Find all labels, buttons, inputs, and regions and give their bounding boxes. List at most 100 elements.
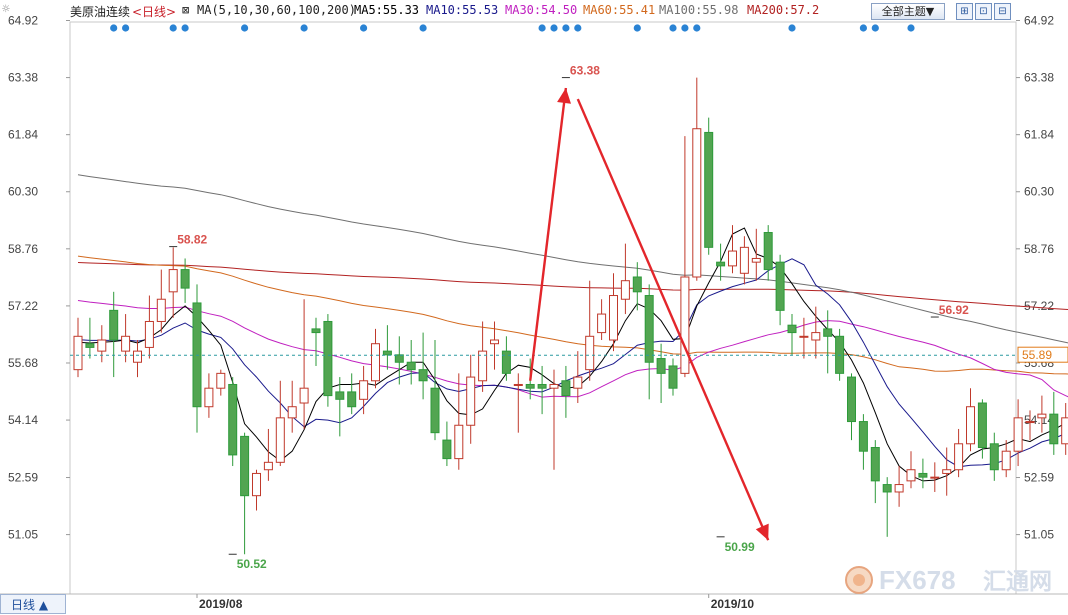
y-tick-label-left: 57.22 [8, 299, 38, 313]
candle-body [335, 391, 345, 400]
candle-body [204, 387, 214, 408]
candle-body [299, 387, 309, 404]
event-marker-dot [574, 24, 582, 32]
y-tick-label-right: 64.92 [1024, 14, 1054, 28]
candle-body [1061, 417, 1068, 445]
candle-body [228, 383, 238, 456]
candle-body [144, 320, 154, 348]
low-annotation: 50.52 [237, 557, 267, 571]
y-tick-label-left: 63.38 [8, 71, 38, 85]
candle-body [906, 469, 916, 482]
low-annotation: 50.99 [725, 540, 755, 554]
candle-body [501, 350, 511, 374]
candle-body [609, 295, 618, 341]
candle-body [763, 232, 773, 271]
candle-body [597, 313, 607, 334]
candle-body [121, 335, 131, 352]
event-marker-dot [538, 24, 546, 32]
y-tick-label-right: 63.38 [1024, 71, 1054, 85]
candle-body [847, 376, 856, 423]
event-marker-dot [907, 24, 915, 32]
candle-body [668, 365, 678, 389]
candle-body [359, 380, 369, 400]
event-marker-dot [181, 24, 189, 32]
settings-gear-icon[interactable]: ☼ [2, 2, 10, 17]
candle-body [656, 358, 666, 374]
candle-body [680, 276, 690, 374]
crosshair-icon[interactable]: ⊞ [956, 3, 973, 20]
ma30-line [77, 300, 1068, 398]
indicator-icon[interactable]: ⊟ [994, 3, 1011, 20]
ma100-line [77, 174, 1068, 344]
candle-body [728, 250, 737, 267]
candle-body [394, 354, 404, 363]
ma10-value: MA10:55.53 [426, 3, 499, 17]
ma30-value: MA30:54.50 [505, 3, 578, 17]
candle-body [418, 369, 428, 382]
candle-body [252, 472, 261, 497]
high-annotation: 56.92 [939, 303, 969, 317]
candle-body [371, 343, 380, 382]
candle-body [1025, 421, 1035, 424]
theme-dropdown-button[interactable]: 全部主题▼ [871, 3, 945, 20]
period-label[interactable]: <日线> [132, 5, 177, 19]
event-marker-dot [562, 24, 570, 32]
trend-arrow-head [755, 523, 769, 541]
event-marker-dot [360, 24, 368, 32]
y-tick-label-right: 61.84 [1024, 128, 1054, 142]
y-tick-label-left: 52.59 [8, 471, 38, 485]
watermark-text: FX678 [879, 565, 956, 595]
ma60-value: MA60:55.41 [583, 3, 656, 17]
candle-body [478, 350, 488, 382]
y-tick-label-left: 61.84 [8, 128, 38, 142]
x-tick-label: 2019/08 [199, 597, 243, 611]
candle-body [133, 350, 142, 363]
y-tick-label-right: 54.14 [1024, 413, 1054, 427]
current-price-label: 55.89 [1022, 348, 1052, 362]
watermark-logo: FX678 汇通网 [843, 563, 1058, 597]
candle-body [561, 380, 571, 397]
ma5-value: MA5:55.33 [354, 3, 420, 17]
candle-body [799, 335, 809, 338]
trend-arrow-line [576, 98, 770, 541]
ma-spec: MA(5,10,30,60,100,200) [197, 3, 356, 17]
candle-body [1013, 417, 1023, 452]
candle-body [454, 424, 464, 460]
candle-body [525, 383, 535, 389]
event-marker-dot [669, 24, 677, 32]
y-tick-label-left: 54.14 [8, 413, 38, 427]
y-tick-label-right: 51.05 [1024, 528, 1054, 542]
y-tick-label-left: 58.76 [8, 242, 38, 256]
candle-body [430, 387, 440, 434]
event-marker-dot [419, 24, 427, 32]
y-tick-label-left: 55.68 [8, 356, 38, 370]
watermark-suffix: 汇通网 [983, 569, 1052, 595]
candle-body [966, 406, 975, 445]
candle-body [870, 446, 880, 482]
candle-body [977, 402, 987, 448]
candle-body [466, 376, 476, 426]
candle-body [323, 320, 333, 397]
candle-body [692, 128, 702, 278]
candle-body [168, 269, 178, 293]
ma-toggle-icon[interactable]: ⊠ [182, 3, 190, 17]
period-tab[interactable]: 日线 ▲ [0, 594, 66, 614]
candle-body [775, 261, 785, 311]
candle-body [240, 435, 250, 497]
candle-body [787, 324, 797, 334]
chart-type-icon[interactable]: ⊡ [975, 3, 992, 20]
high-annotation: 58.82 [177, 233, 207, 247]
candle-body [632, 276, 642, 293]
y-tick-label-right: 58.76 [1024, 242, 1054, 256]
candle-body [585, 335, 595, 371]
event-marker-dot [300, 24, 308, 32]
bottom-bar: 日线 ▲ [0, 594, 1068, 615]
y-tick-label-right: 52.59 [1024, 471, 1054, 485]
candle-body [97, 339, 107, 352]
y-tick-label-left: 51.05 [8, 528, 38, 542]
plot-frame [69, 21, 1017, 595]
candle-body [751, 257, 761, 263]
candle-body [573, 376, 583, 389]
candle-body [156, 298, 166, 322]
